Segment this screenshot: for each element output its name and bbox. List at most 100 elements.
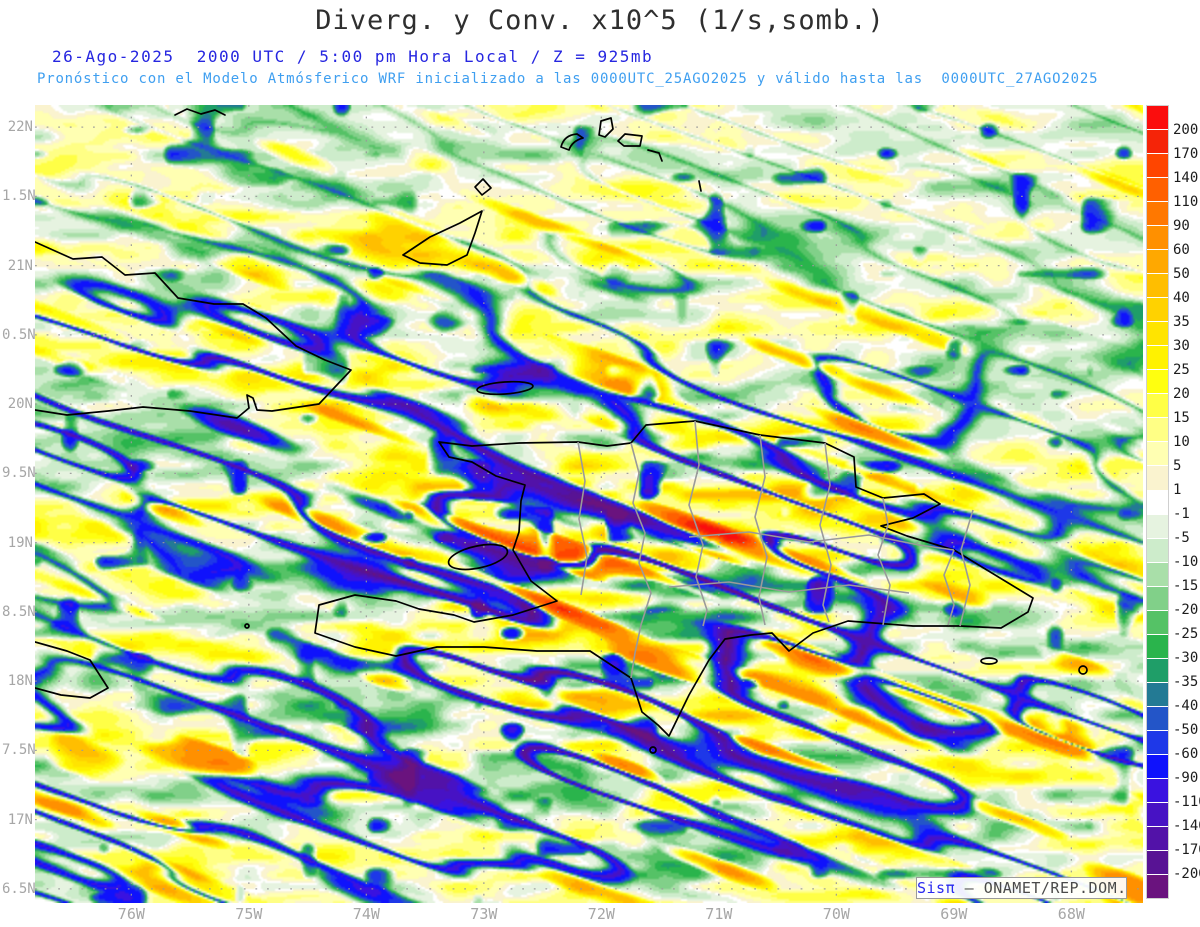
colorbar-cell <box>1147 154 1168 178</box>
lat-tick-label: 20N <box>7 396 33 413</box>
colorbar-tick-label: -40 <box>1173 698 1199 714</box>
colorbar-tick-label: -140 <box>1173 818 1200 834</box>
colorbar-cell <box>1147 850 1168 874</box>
colorbar-tick-label: 25 <box>1173 362 1190 378</box>
cays-top-left <box>174 108 226 116</box>
colorbar-cell <box>1147 610 1168 634</box>
lat-tick-label: 7.5N <box>2 742 36 759</box>
lat-tick-label: 19N <box>7 534 33 551</box>
island-gonave <box>447 543 509 571</box>
colorbar-tick-label: 60 <box>1173 242 1190 258</box>
colorbar-tick-label: 10 <box>1173 434 1190 450</box>
lon-tick-label: 70W <box>822 905 850 923</box>
island-beata <box>649 746 657 754</box>
colorbar-tick-label: -30 <box>1173 650 1199 666</box>
lat-tick-label: 9.5N <box>2 465 36 482</box>
lat-tick-label: 21N <box>7 257 33 274</box>
map-overlay-svg <box>35 105 1143 903</box>
island-grand-turk <box>698 180 702 192</box>
map-plot-area: Sisπ – ONAMET/REP.DOM. <box>35 105 1143 903</box>
colorbar-tick-label: 35 <box>1173 314 1190 330</box>
colorbar-cell <box>1147 466 1168 490</box>
colorbar-cell <box>1147 706 1168 730</box>
lat-tick-label: 18N <box>7 673 33 690</box>
lon-tick-label: 74W <box>352 905 380 923</box>
province-borders <box>577 420 974 627</box>
colorbar-cell <box>1147 442 1168 466</box>
colorbar-tick-label: 5 <box>1173 458 1182 474</box>
colorbar-tick-label: 170 <box>1173 146 1199 162</box>
lon-tick-label: 71W <box>705 905 733 923</box>
colorbar-cell <box>1147 106 1168 130</box>
colorbar-tick-label: -50 <box>1173 722 1199 738</box>
colorbar-tick-label: -60 <box>1173 746 1199 762</box>
colorbar-tick-label: -35 <box>1173 674 1199 690</box>
colorbar-tick-label: -5 <box>1173 530 1190 546</box>
colorbar-cell <box>1147 754 1168 778</box>
colorbar-tick-label: 200 <box>1173 122 1199 138</box>
gridlines-layer <box>35 105 1143 903</box>
colorbar-cell <box>1147 250 1168 274</box>
colorbar-cell <box>1147 514 1168 538</box>
colorbar-cell <box>1147 202 1168 226</box>
watermark-text: – ONAMET/REP.DOM. <box>955 879 1127 897</box>
lat-tick-label: 6.5N <box>2 880 36 897</box>
colorbar-cell <box>1147 802 1168 826</box>
admin-borders-layer <box>577 420 974 679</box>
colorbar-cell <box>1147 586 1168 610</box>
island-navassa <box>244 623 250 629</box>
lat-tick-label: 17N <box>7 811 33 828</box>
colorbar-tick-label: 90 <box>1173 218 1190 234</box>
colorbar-cell <box>1147 394 1168 418</box>
colorbar-tick-label: 20 <box>1173 386 1190 402</box>
colorbar-tick-label: -110 <box>1173 794 1200 810</box>
lon-tick-label: 68W <box>1057 905 1085 923</box>
colorbar-cell <box>1147 418 1168 442</box>
colorbar-cell <box>1147 538 1168 562</box>
colorbar-tick-label: 15 <box>1173 410 1190 426</box>
colorbar-tick-label: -10 <box>1173 554 1199 570</box>
colorbar-cell <box>1147 826 1168 850</box>
border-haiti-dr <box>630 442 652 679</box>
lon-tick-label: 75W <box>235 905 263 923</box>
lat-tick-label: 1.5N <box>2 188 36 205</box>
colorbar-cell <box>1147 322 1168 346</box>
coastline-jamaica <box>35 641 109 699</box>
island-great-inagua <box>402 210 483 266</box>
colorbar-cell <box>1147 346 1168 370</box>
watermark-box: Sisπ – ONAMET/REP.DOM. <box>916 877 1127 899</box>
lat-tick-label: 0.5N <box>2 326 36 343</box>
colorbar-tick-label: -1 <box>1173 506 1190 522</box>
colorbar-tick-label: 140 <box>1173 170 1199 186</box>
coastline-hispaniola <box>314 420 1034 737</box>
colorbar-cell <box>1147 634 1168 658</box>
page-title: Diverg. y Conv. x10^5 (1/s,somb.) <box>315 5 885 36</box>
model-run-subtitle: Pronóstico con el Modelo Atmósferico WRF… <box>37 71 1099 87</box>
lon-tick-label: 73W <box>470 905 498 923</box>
lon-tick-label: 69W <box>940 905 968 923</box>
colorbar-tick-label: 30 <box>1173 338 1190 354</box>
colorbar-cell <box>1147 658 1168 682</box>
colorbar-tick-label: -200 <box>1173 866 1200 882</box>
colorbar-tick-label: 40 <box>1173 290 1190 306</box>
colorbar-tick-label: -15 <box>1173 578 1199 594</box>
colorbar-tick-label: 1 <box>1173 482 1182 498</box>
lat-tick-label: 8.5N <box>2 603 36 620</box>
colorbar-tick-label: -90 <box>1173 770 1199 786</box>
colorbar-cell <box>1147 875 1168 899</box>
colorbar-tick-label: -25 <box>1173 626 1199 642</box>
island-tortuga <box>476 380 534 396</box>
watermark-brand: Sisπ <box>917 879 956 897</box>
colorbar-cell <box>1147 226 1168 250</box>
colorbar <box>1146 105 1169 899</box>
coastlines-layer <box>35 108 1088 754</box>
island-mona <box>1078 665 1088 675</box>
colorbar-cell <box>1147 130 1168 154</box>
valid-time-subtitle: 26-Ago-2025 2000 UTC / 5:00 pm Hora Loca… <box>52 47 654 66</box>
islands-caicos <box>560 117 663 162</box>
colorbar-cell <box>1147 778 1168 802</box>
colorbar-cell <box>1147 178 1168 202</box>
colorbar-cell <box>1147 490 1168 514</box>
lon-tick-label: 76W <box>117 905 145 923</box>
